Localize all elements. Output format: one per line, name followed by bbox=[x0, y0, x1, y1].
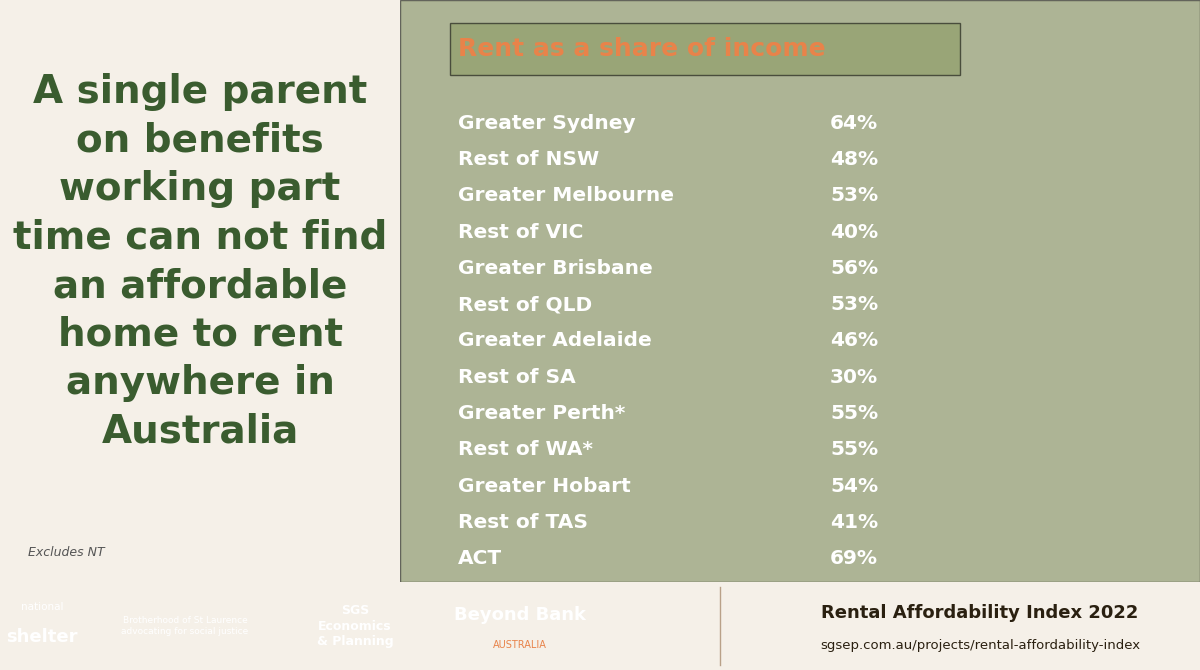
Text: Greater Hobart: Greater Hobart bbox=[458, 477, 631, 496]
Text: 30%: 30% bbox=[830, 368, 878, 387]
Text: 56%: 56% bbox=[830, 259, 878, 278]
Text: national: national bbox=[20, 602, 64, 612]
Text: Rent as a share of income: Rent as a share of income bbox=[458, 37, 826, 61]
Text: SGS
Economics
& Planning: SGS Economics & Planning bbox=[317, 604, 394, 647]
Text: Rental Affordability Index 2022: Rental Affordability Index 2022 bbox=[821, 604, 1139, 622]
Text: Rest of WA*: Rest of WA* bbox=[458, 440, 593, 460]
Text: 55%: 55% bbox=[830, 440, 878, 460]
Text: shelter: shelter bbox=[6, 628, 78, 646]
Text: sgsep.com.au/projects/rental-affordability-index: sgsep.com.au/projects/rental-affordabili… bbox=[820, 639, 1140, 652]
Text: Rest of VIC: Rest of VIC bbox=[458, 222, 583, 242]
Text: Excludes NT: Excludes NT bbox=[28, 546, 104, 559]
Text: 69%: 69% bbox=[830, 549, 878, 568]
Text: 64%: 64% bbox=[830, 114, 878, 133]
Text: 40%: 40% bbox=[830, 222, 878, 242]
Text: Beyond Bank: Beyond Bank bbox=[454, 606, 586, 624]
Text: 54%: 54% bbox=[830, 477, 878, 496]
Text: Greater Melbourne: Greater Melbourne bbox=[458, 186, 674, 205]
Text: Greater Adelaide: Greater Adelaide bbox=[458, 332, 652, 350]
Text: AUSTRALIA: AUSTRALIA bbox=[493, 641, 547, 651]
Text: Greater Perth*: Greater Perth* bbox=[458, 404, 625, 423]
Text: 53%: 53% bbox=[830, 295, 878, 314]
FancyBboxPatch shape bbox=[400, 0, 1200, 582]
Text: Rest of NSW: Rest of NSW bbox=[458, 150, 599, 169]
Text: 53%: 53% bbox=[830, 186, 878, 205]
Text: Rest of SA: Rest of SA bbox=[458, 368, 576, 387]
Text: Rest of QLD: Rest of QLD bbox=[458, 295, 592, 314]
Text: 55%: 55% bbox=[830, 404, 878, 423]
Text: Greater Sydney: Greater Sydney bbox=[458, 114, 636, 133]
Text: Brotherhood of St Laurence
advocating for social justice: Brotherhood of St Laurence advocating fo… bbox=[121, 616, 248, 636]
Text: ACT: ACT bbox=[458, 549, 502, 568]
Text: 41%: 41% bbox=[830, 513, 878, 532]
Text: Greater Brisbane: Greater Brisbane bbox=[458, 259, 653, 278]
Text: A single parent
on benefits
working part
time can not find
an affordable
home to: A single parent on benefits working part… bbox=[13, 73, 388, 451]
Text: Rest of TAS: Rest of TAS bbox=[458, 513, 588, 532]
Text: 48%: 48% bbox=[830, 150, 878, 169]
FancyBboxPatch shape bbox=[450, 23, 960, 75]
Text: 46%: 46% bbox=[830, 332, 878, 350]
